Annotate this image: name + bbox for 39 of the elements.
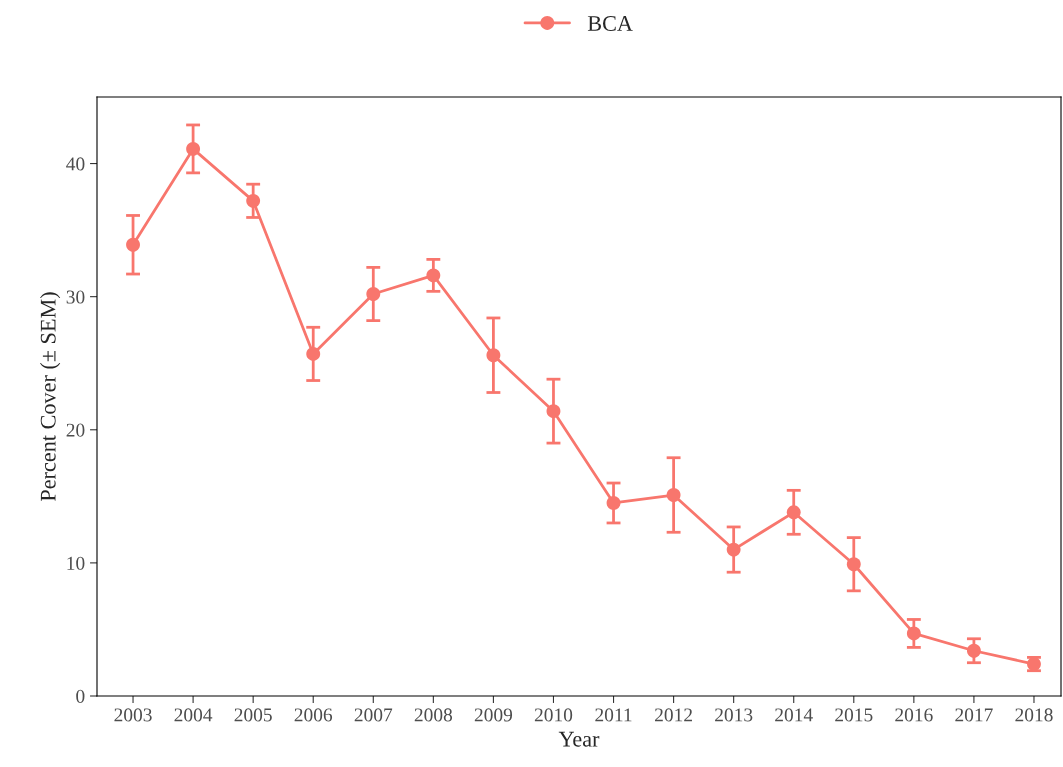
point xyxy=(126,237,140,252)
x-tick-label: 2010 xyxy=(534,708,573,722)
y-tick-label: 30 xyxy=(66,290,85,304)
point xyxy=(306,346,321,361)
y-axis-title: Percent Cover (± SEM) xyxy=(40,292,61,502)
x-tick-label: 2006 xyxy=(294,708,333,722)
y-tick-label: 10 xyxy=(67,556,85,570)
point xyxy=(426,268,441,283)
point xyxy=(906,626,921,641)
y-tick-label: 40 xyxy=(66,157,85,171)
point xyxy=(366,287,381,301)
x-tick-label: 2011 xyxy=(595,708,632,722)
point xyxy=(606,496,621,510)
x-tick-label: 2016 xyxy=(895,708,933,722)
point xyxy=(546,404,561,419)
x-axis-title: Year xyxy=(558,731,600,747)
x-tick-label: 2003 xyxy=(114,708,152,722)
point xyxy=(786,505,801,520)
x-tick-label: 2005 xyxy=(234,708,272,722)
x-tick-label: 2013 xyxy=(715,708,753,722)
point xyxy=(666,488,681,502)
point xyxy=(966,643,981,658)
x-tick-label: 2017 xyxy=(955,708,993,722)
x-tick-label: 2004 xyxy=(174,708,213,722)
point xyxy=(846,557,861,572)
point xyxy=(486,348,501,363)
point xyxy=(186,141,201,156)
x-tick-label: 2009 xyxy=(474,708,513,722)
point xyxy=(246,193,261,208)
point xyxy=(726,542,741,557)
x-tick-label: 2007 xyxy=(354,708,393,722)
x-tick-label: 2018 xyxy=(1015,708,1053,722)
x-tick-label: 2015 xyxy=(835,708,873,722)
y-tick-label: 0 xyxy=(76,689,85,703)
x-tick-label: 2014 xyxy=(775,708,813,722)
legend-label: BCA xyxy=(587,16,633,31)
x-tick-label: 2008 xyxy=(414,708,453,722)
x-tick-label: 2012 xyxy=(655,708,692,722)
y-tick-label: 20 xyxy=(66,423,85,437)
